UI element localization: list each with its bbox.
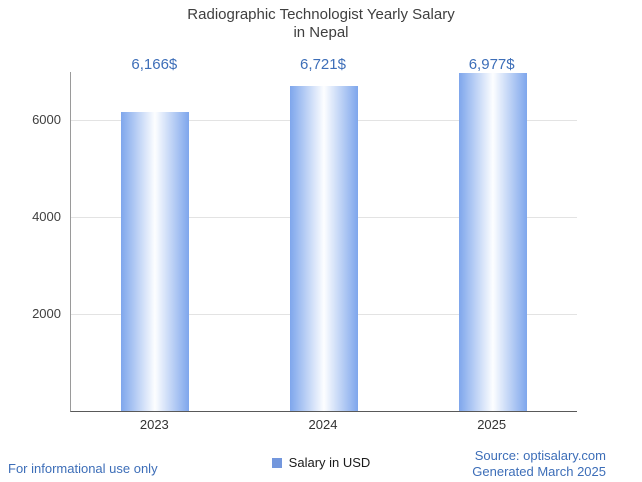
bar-2023 [121, 112, 190, 411]
generated-text: Generated March 2025 [472, 464, 606, 479]
bar-2025 [458, 73, 527, 411]
x-axis-label-2025: 2025 [477, 417, 507, 432]
chart-title-line2: in Nepal [293, 24, 349, 41]
bar-2024 [290, 85, 358, 411]
x-axis-label-2024: 2024 [308, 417, 338, 432]
plot-area: 2000 4000 6000 [32, 72, 577, 412]
y-tick-label-2000: 2000 [32, 306, 61, 322]
y-tick-label-6000: 6000 [32, 112, 61, 128]
value-label-2023: 6,166$ [131, 56, 178, 73]
legend-label: Salary in USD [288, 455, 371, 470]
chart-title-line1: Radiographic Technologist Yearly Salary [187, 6, 455, 23]
x-axis-label-2023: 2023 [139, 417, 169, 432]
value-label-2025: 6,977$ [468, 56, 515, 73]
value-label-2024: 6,721$ [300, 56, 346, 73]
x-axis-labels: 2023 2024 2025 [70, 417, 576, 433]
chart-title: Radiographic Technologist Yearly Salary … [0, 6, 642, 42]
disclaimer-text: For informational use only [8, 461, 158, 476]
legend-marker-square [271, 457, 282, 468]
y-tick-label-4000: 4000 [32, 209, 61, 225]
legend: Salary in USD [0, 455, 642, 470]
source-text: Source: optisalary.com [474, 448, 606, 463]
source-block: Source: optisalary.com Generated March 2… [472, 448, 606, 480]
value-labels-row: 6,166$ 6,721$ 6,977$ [70, 56, 576, 74]
